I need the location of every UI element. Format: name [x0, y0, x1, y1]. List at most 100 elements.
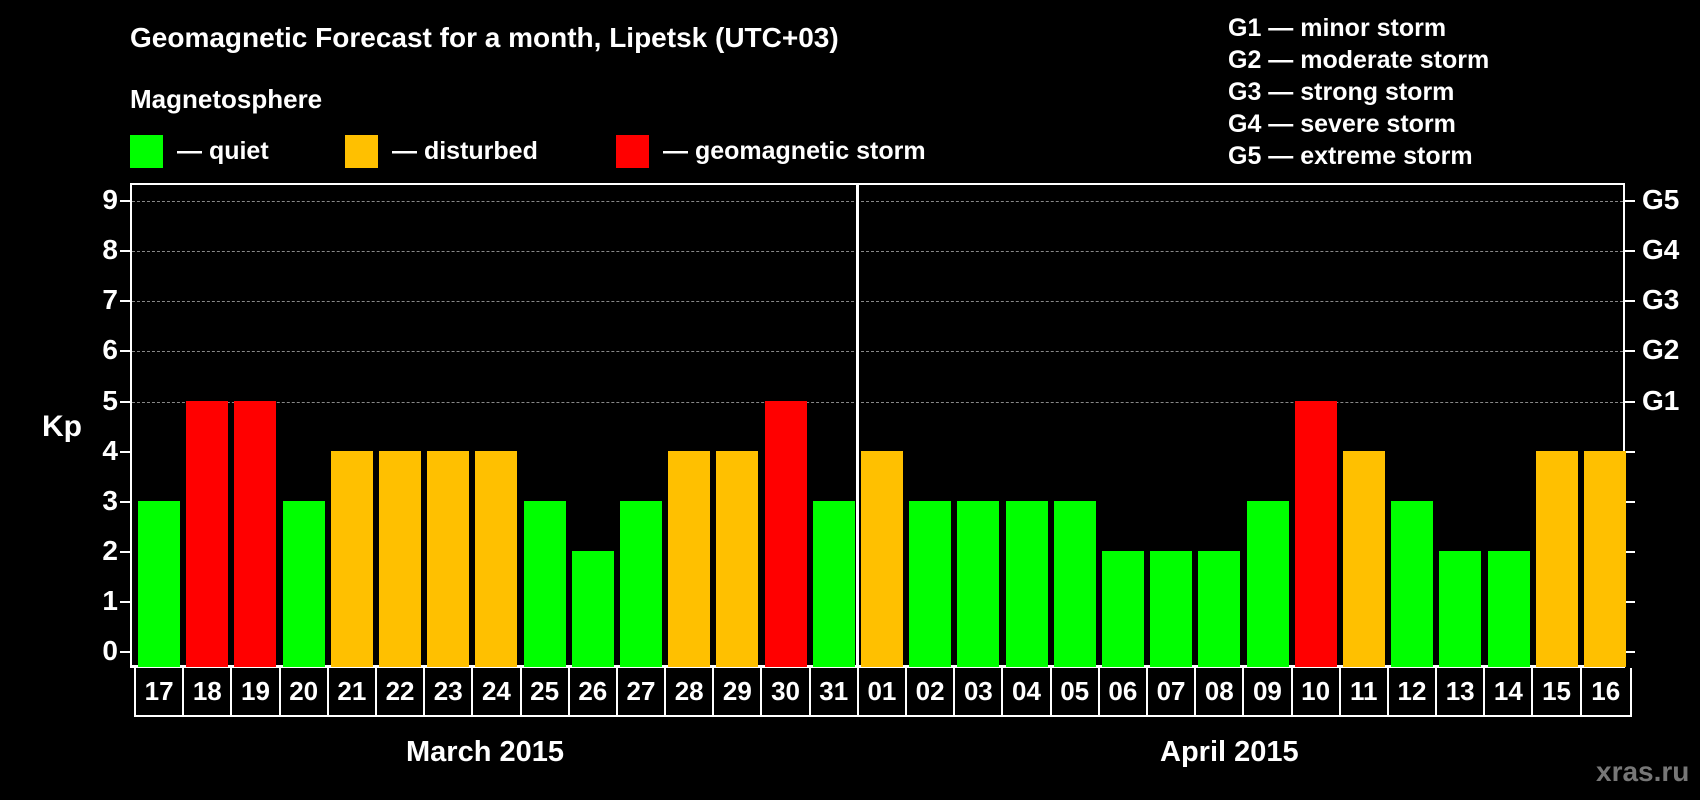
- x-axis-date-labels: 17 18 19 20 21 22 23 24 25 26 27 28 29 30 31 01 02 03 04 05…: [134, 668, 1632, 717]
- y-tick-label: 9: [102, 184, 118, 216]
- y-tick-label: 5: [102, 384, 118, 416]
- y-tick-label: 6: [102, 334, 118, 366]
- date-label: 17: [136, 668, 185, 715]
- bar-16: [1584, 450, 1626, 667]
- watermark: xras.ru: [1596, 756, 1690, 787]
- month-label: March 2015: [406, 736, 564, 768]
- bar-18: [186, 400, 229, 667]
- bar-24: [475, 450, 518, 667]
- gridline: [132, 251, 1623, 253]
- date-label: 15: [1533, 668, 1582, 715]
- y-axis-label: Kp: [42, 410, 82, 443]
- right-tick-mark: [1625, 350, 1635, 353]
- bar-04: [1005, 500, 1048, 667]
- bar-09: [1246, 500, 1289, 667]
- legend-title: Magnetosphere: [130, 84, 323, 114]
- date-label: 26: [570, 668, 618, 715]
- y-tick-mark: [120, 350, 130, 353]
- date-label: 25: [522, 668, 570, 715]
- bar-31: [812, 500, 855, 667]
- bar-08: [1198, 550, 1241, 667]
- y-tick-mark: [120, 600, 130, 603]
- y-tick-mark: [120, 200, 130, 203]
- date-label: 20: [281, 668, 329, 715]
- bar-30: [764, 400, 807, 667]
- right-tick-mark: [1625, 250, 1635, 253]
- month-label: April 2015: [1160, 736, 1299, 768]
- right-g-label: G4: [1642, 234, 1680, 266]
- bar-26: [571, 550, 614, 667]
- y-tick-mark: [120, 500, 130, 503]
- bar-27: [620, 500, 662, 667]
- bar-11: [1343, 450, 1385, 667]
- bar-14: [1487, 550, 1530, 667]
- y-tick-label: 0: [102, 635, 118, 666]
- date-label: 06: [1100, 668, 1148, 715]
- right-tick-mark: [1625, 200, 1635, 203]
- storm-scale-entry: G4 — severe storm: [1228, 110, 1456, 138]
- month-divider: [856, 185, 859, 665]
- y-tick-label: 8: [102, 234, 118, 266]
- date-label: 04: [1003, 668, 1052, 715]
- date-label: 10: [1293, 668, 1341, 715]
- bar-28: [668, 450, 711, 667]
- bar-02: [909, 500, 952, 667]
- y-tick-label: 3: [102, 484, 118, 516]
- storm-scale-entry: G5 — extreme storm: [1228, 142, 1473, 170]
- right-g-label: G3: [1642, 284, 1680, 316]
- right-g-label: G5: [1642, 184, 1680, 216]
- date-label: 08: [1196, 668, 1245, 715]
- y-tick-mark: [120, 300, 130, 303]
- date-label: 19: [232, 668, 281, 715]
- gridline: [132, 201, 1623, 203]
- date-label: 05: [1052, 668, 1100, 715]
- bar-07: [1150, 550, 1193, 667]
- y-tick-label: 1: [102, 584, 118, 616]
- date-label: 11: [1341, 668, 1389, 715]
- chart-title: Geomagnetic Forecast for a month, Lipets…: [130, 22, 839, 53]
- bar-22: [379, 450, 421, 667]
- storm-scale-entry: G1 — minor storm: [1228, 14, 1447, 42]
- plot-area: [130, 183, 1626, 668]
- bar-15: [1535, 450, 1578, 667]
- right-tick-mark: [1625, 450, 1635, 453]
- right-tick-mark: [1625, 500, 1635, 503]
- date-label: 28: [666, 668, 715, 715]
- date-label: 09: [1244, 668, 1293, 715]
- right-g-label: G1: [1642, 384, 1680, 416]
- bar-06: [1102, 550, 1144, 667]
- date-label: 22: [377, 668, 426, 715]
- date-label: 23: [425, 668, 474, 715]
- gridline: [132, 401, 1623, 403]
- right-tick-mark: [1625, 550, 1635, 553]
- y-tick-mark: [120, 550, 130, 553]
- legend-item: — quiet: [130, 135, 269, 168]
- date-label: 29: [714, 668, 763, 715]
- legend-label: — geomagnetic storm: [663, 137, 926, 165]
- y-tick-mark: [120, 651, 130, 653]
- right-tick-mark: [1625, 651, 1635, 653]
- storm-scale-entry: G3 — strong storm: [1228, 78, 1455, 106]
- bar-05: [1053, 500, 1096, 667]
- y-tick-label: 2: [102, 534, 118, 566]
- date-label: 27: [618, 668, 667, 715]
- date-label: 07: [1148, 668, 1197, 715]
- bar-23: [427, 450, 470, 667]
- right-tick-mark: [1625, 400, 1635, 403]
- bar-19: [234, 400, 277, 667]
- gridline: [132, 351, 1623, 353]
- date-label: 02: [907, 668, 956, 715]
- date-label: 14: [1485, 668, 1534, 715]
- y-tick-label: 7: [102, 284, 118, 316]
- date-label: 01: [859, 668, 907, 715]
- y-tick-mark: [120, 450, 130, 453]
- bar-29: [716, 450, 759, 667]
- legend-swatch: [130, 135, 163, 168]
- date-label: 16: [1591, 676, 1621, 706]
- legend-swatch: [616, 135, 649, 168]
- bar-03: [957, 500, 1000, 667]
- legend-label: — quiet: [177, 137, 269, 165]
- bar-17: [138, 500, 180, 667]
- legend-swatch: [345, 135, 378, 168]
- date-label: 30: [762, 668, 811, 715]
